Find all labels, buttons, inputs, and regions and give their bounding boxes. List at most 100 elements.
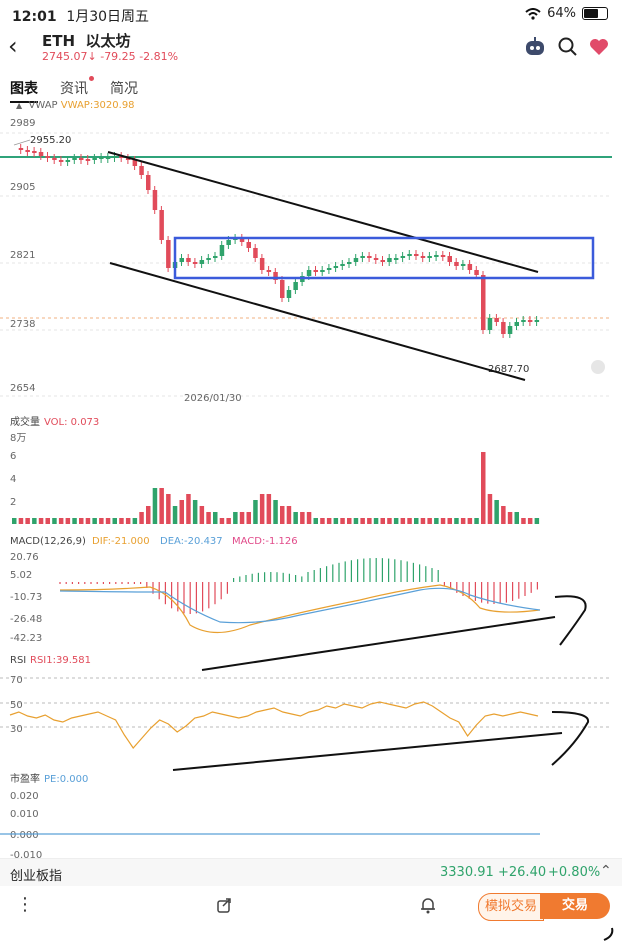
app-header: ‹ ETH 以太坊 2745.07↓ -79.25 -2.81% <box>0 28 622 70</box>
candle-body <box>407 254 412 256</box>
candle-body <box>132 160 138 166</box>
volume-bar <box>333 518 339 524</box>
volume-bar <box>313 518 318 524</box>
pe-axis-label: -0.010 <box>10 850 42 860</box>
candle-body <box>32 151 37 153</box>
volume-bar <box>481 452 486 524</box>
candle-body <box>25 150 30 152</box>
volume-bar <box>434 518 439 524</box>
volume-bar <box>99 518 104 524</box>
current-price: 2745.07 <box>42 50 88 63</box>
volume-bar <box>139 512 144 524</box>
tab-news[interactable]: 资讯 <box>60 76 94 98</box>
candle-body <box>514 322 519 326</box>
candle-body <box>286 290 292 298</box>
macd-title: MACD(12,26,9) <box>10 536 86 547</box>
candle-body <box>179 258 184 262</box>
candle-body <box>266 270 272 272</box>
collapse-toggle-icon[interactable]: ▲ <box>16 101 23 110</box>
tab-profile[interactable]: 简况 <box>110 81 138 97</box>
volume-bar <box>85 518 91 524</box>
date-label: 2026/01/30 <box>184 393 242 404</box>
volume-bars <box>12 452 540 524</box>
volume-bar <box>18 518 24 524</box>
alert-bell-icon[interactable] <box>420 896 436 914</box>
candle-body <box>521 320 526 322</box>
candle-body <box>353 258 359 262</box>
candle-body <box>326 268 332 270</box>
tab-bar: 图表 资讯 简况 <box>10 76 138 103</box>
macd-axis-label: -42.23 <box>10 633 42 644</box>
candle-body <box>92 158 97 160</box>
candle-body <box>246 242 251 248</box>
volume-bar <box>306 512 312 524</box>
more-menu-icon[interactable]: ⋮ <box>16 894 34 915</box>
candle-body <box>273 272 278 280</box>
volume-bar <box>514 512 519 524</box>
volume-title: 成交量 <box>10 415 40 428</box>
stock-chart[interactable]: 2989 2905 2821 2738 2654 2026/01/30 2955… <box>0 110 622 860</box>
macd-histogram <box>59 558 539 614</box>
volume-bar <box>25 518 30 524</box>
macd-dif: DIF:-21.000 <box>92 536 150 547</box>
volume-bar <box>112 518 117 524</box>
volume-bar <box>125 518 131 524</box>
volume-bar <box>280 506 285 524</box>
candle-body <box>400 256 406 258</box>
volume-bar <box>119 518 124 524</box>
candle-body <box>105 157 111 159</box>
volume-bar <box>213 512 218 524</box>
volume-bar <box>65 518 71 524</box>
candle-body <box>440 255 446 257</box>
volume-bar <box>387 518 392 524</box>
volume-bar <box>340 518 345 524</box>
candle-body <box>293 282 298 290</box>
high-pointer <box>13 139 31 146</box>
candle-body <box>467 264 473 270</box>
search-icon[interactable] <box>558 37 578 57</box>
volume-bar <box>414 518 419 524</box>
candle-body <box>192 262 198 264</box>
volume-unit: 8万 <box>10 433 26 444</box>
robot-assistant-icon[interactable] <box>524 36 546 58</box>
volume-bar <box>286 506 292 524</box>
price-change-pct: -2.81% <box>139 50 179 63</box>
volume-bar <box>420 518 426 524</box>
candle-body <box>447 256 452 262</box>
volume-bar <box>460 518 466 524</box>
favorite-heart-icon[interactable] <box>589 38 609 56</box>
candle-body <box>320 270 325 272</box>
volume-bar <box>367 518 372 524</box>
candle-body <box>340 264 345 266</box>
tab-chart[interactable]: 图表 <box>10 78 38 103</box>
volume-bar <box>534 518 540 524</box>
candle-body <box>72 158 77 160</box>
rsi-trendline <box>172 732 563 771</box>
candle-body <box>494 318 499 322</box>
price-axis-label: 2738 <box>10 319 35 330</box>
status-bar: 12:01 1月30日周五 64% <box>0 0 622 28</box>
news-badge <box>89 76 94 81</box>
volume-bar <box>521 518 526 524</box>
index-ticker[interactable]: 创业板指 3330.91 +26.40 +0.80% ⌃ <box>0 858 622 887</box>
expand-chevron-icon[interactable]: ⌃ <box>600 863 612 879</box>
simulated-trade-button[interactable]: 模拟交易 <box>478 893 544 921</box>
high-price-mark: 2955.20 <box>30 135 71 146</box>
volume-bar <box>38 518 44 524</box>
volume-axis-label: 2 <box>10 497 16 508</box>
candle-body <box>99 157 104 159</box>
price-axis-label: 2654 <box>10 383 35 394</box>
volume-bar <box>400 518 406 524</box>
back-button[interactable]: ‹ <box>8 32 18 60</box>
pe-axis-label: 0.020 <box>10 791 39 802</box>
trade-button[interactable]: 交易 <box>540 893 610 919</box>
volume-bar <box>105 518 111 524</box>
volume-bar <box>199 506 205 524</box>
share-icon[interactable] <box>216 897 232 913</box>
volume-bar <box>474 518 479 524</box>
pe-axis-label: 0.000 <box>10 830 39 841</box>
candle-body <box>119 156 124 158</box>
rsi-gridlines <box>0 677 612 728</box>
volume-bar <box>253 500 258 524</box>
reset-view-icon[interactable] <box>591 360 605 374</box>
